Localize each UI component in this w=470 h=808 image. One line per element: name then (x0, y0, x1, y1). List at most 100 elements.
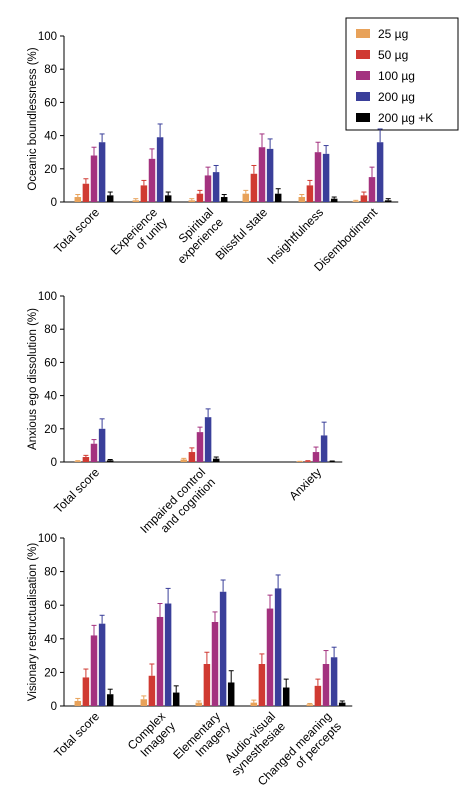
bar-100-ug-0 (90, 443, 98, 462)
bar-50-ug-1 (188, 452, 196, 462)
y-tick-label: 20 (44, 667, 57, 679)
bar-200-ug-k-2 (227, 682, 235, 706)
bar-50-ug-0 (82, 677, 90, 706)
bar-25-ug-0 (74, 700, 82, 706)
bar-200-ug-4 (330, 657, 338, 706)
bar-100-ug-1 (196, 432, 204, 462)
y-tick-label: 60 (44, 600, 57, 612)
bar-50-ug-0 (82, 457, 90, 462)
bar-200-ug-k-2 (328, 461, 336, 462)
bar-200-ug-5 (376, 142, 384, 202)
bar-200-ug-4 (322, 153, 330, 202)
x-tick-label-1: Impaired controland cognition (137, 465, 218, 546)
bar-100-ug-4 (314, 152, 322, 202)
bar-25-ug-2 (195, 702, 203, 706)
bar-200-ug-k-1 (164, 195, 172, 202)
y-tick-label: 100 (38, 291, 57, 303)
bar-200-ug-0 (98, 142, 106, 202)
y-tick-label: 100 (38, 31, 57, 43)
legend-swatch-200-ug-k (356, 113, 370, 122)
bar-200-ug-2 (320, 435, 328, 462)
bar-50-ug-2 (196, 193, 204, 202)
y-tick-label: 0 (51, 197, 57, 209)
bar-50-ug-3 (258, 664, 266, 706)
bar-50-ug-2 (304, 461, 312, 462)
y-tick-label: 80 (44, 567, 57, 579)
bar-100-ug-4 (322, 664, 330, 706)
bar-200-ug-k-0 (106, 460, 114, 462)
y-tick-label: 80 (44, 64, 57, 76)
x-tick-label-line: Total score (51, 709, 102, 760)
bar-100-ug-1 (148, 158, 156, 202)
bar-200-ug-k-4 (338, 702, 346, 706)
x-tick-label-0: Total score (51, 465, 102, 516)
y-tick-label: 80 (44, 324, 57, 336)
bar-25-ug-4 (298, 197, 306, 202)
x-tick-label-3: Blissful state (213, 205, 271, 263)
y-tick-label: 60 (44, 97, 57, 109)
bar-50-ug-1 (140, 185, 148, 202)
legend-label-50-ug: 50 µg (378, 48, 408, 62)
bar-200-ug-1 (164, 603, 172, 706)
bar-200-ug-3 (266, 148, 274, 202)
legend: 25 µg 50 µg 100 µg 200 µg 200 µg +K (345, 17, 459, 131)
bar-100-ug-1 (156, 616, 164, 706)
x-tick-label-2: ElementaryImagery (170, 709, 233, 772)
bar-200-ug-0 (98, 623, 106, 706)
bar-100-ug-5 (368, 177, 376, 202)
bar-25-ug-3 (250, 702, 258, 706)
bar-200-ug-k-3 (274, 193, 282, 202)
bar-25-ug-0 (74, 197, 82, 202)
y-tick-label: 60 (44, 357, 57, 369)
bar-200-ug-1 (156, 137, 164, 202)
bar-100-ug-3 (258, 147, 266, 202)
bar-200-ug-2 (212, 172, 220, 202)
bar-200-ug-k-3 (282, 687, 290, 706)
y-tick-label: 20 (44, 164, 57, 176)
x-tick-label-line: Total score (51, 205, 102, 256)
y-tick-label: 0 (51, 701, 57, 713)
y-axis-title: Oceanic boundlessness (%) (27, 47, 39, 190)
legend-label-200-ug: 200 µg (378, 90, 415, 104)
bar-100-ug-0 (90, 635, 98, 706)
bar-50-ug-4 (314, 685, 322, 706)
bar-200-ug-1 (204, 417, 212, 462)
bar-50-ug-5 (360, 195, 368, 202)
bar-25-ug-2 (188, 200, 196, 202)
bar-200-ug-0 (98, 428, 106, 462)
bar-200-ug-k-1 (172, 692, 180, 706)
bar-25-ug-1 (180, 459, 188, 462)
bar-50-ug-4 (306, 185, 314, 202)
bar-25-ug-1 (132, 200, 140, 202)
legend-label-100-ug: 100 µg (378, 69, 415, 83)
panel-oceanic-boundlessness: 0 20 40 60 80 100 Oceanic boundlessness (%) Tot… (27, 31, 399, 274)
bar-200-ug-k-0 (106, 195, 114, 202)
panel-anxious-ego-dissolution: 0 20 40 60 80 100 Anxious ego dissolution (%) T… (27, 291, 343, 546)
y-tick-label: 100 (38, 533, 57, 545)
bar-200-ug-k-0 (106, 694, 114, 706)
bar-100-ug-0 (90, 155, 98, 202)
x-tick-label-line: Blissful state (213, 205, 271, 263)
x-tick-label-1: Experienceof unity (108, 205, 170, 267)
bar-50-ug-3 (250, 173, 258, 202)
x-tick-label-line: Anxiety (286, 465, 324, 503)
bar-50-ug-0 (82, 183, 90, 202)
x-tick-label-2: Anxiety (286, 465, 324, 503)
y-axis-title: Visionary restructualisation (%) (27, 543, 39, 701)
y-tick-label: 20 (44, 424, 57, 436)
y-tick-label: 40 (44, 391, 57, 403)
y-tick-label: 40 (44, 634, 57, 646)
legend-swatch-100-ug (356, 71, 370, 80)
bar-100-ug-2 (204, 175, 212, 202)
y-tick-label: 40 (44, 131, 57, 143)
x-tick-label-1: ComplexImagery (125, 709, 178, 762)
bar-100-ug-3 (266, 608, 274, 706)
y-axis-title: Anxious ego dissolution (%) (27, 308, 39, 450)
bar-25-ug-5 (352, 201, 360, 202)
x-tick-label-0: Total score (51, 205, 102, 256)
bar-25-ug-4 (306, 704, 314, 706)
bar-100-ug-2 (211, 622, 219, 706)
bar-200-ug-2 (219, 591, 227, 706)
